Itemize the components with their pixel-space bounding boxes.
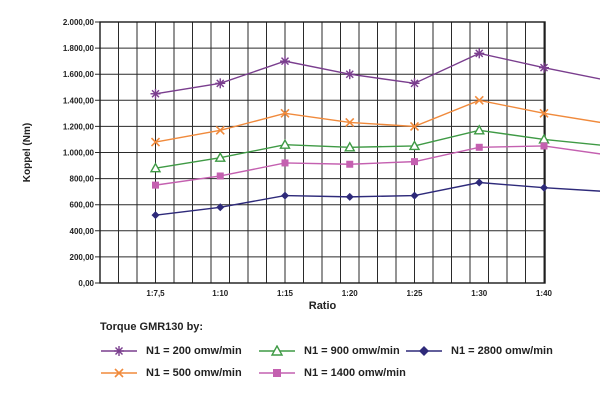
series-1-point-stroke — [345, 117, 355, 128]
series-0-point — [280, 56, 290, 67]
legend-label-900: N1 = 900 omw/min — [304, 345, 400, 357]
series-2-point — [473, 124, 485, 135]
x-axis-title: Ratio — [309, 300, 337, 312]
series-4-point — [410, 191, 419, 200]
legend-item-1400: N1 = 1400 omw/min — [258, 365, 406, 381]
series-4-point — [475, 178, 484, 187]
y-tick-label: 1.400,00 — [63, 96, 95, 105]
series-1-point — [150, 137, 161, 147]
legend-item-900: N1 = 900 omw/min — [258, 343, 400, 359]
y-tick-label: 1.600,00 — [63, 70, 95, 79]
series-2-point — [214, 151, 226, 162]
legend-label-200: N1 = 200 omw/min — [146, 345, 242, 357]
series-0-point-stroke — [151, 89, 160, 98]
series-3-point — [540, 142, 548, 150]
series-4-point — [281, 191, 289, 200]
series-3-point — [152, 181, 159, 189]
legend-label-500: N1 = 500 omw/min — [146, 367, 242, 379]
y-tick-label: 0,00 — [78, 279, 94, 288]
y-tick-label: 200,00 — [70, 253, 95, 262]
x-tick-label: 1:20 — [342, 289, 359, 298]
series-3-point — [475, 143, 483, 151]
legend-swatch-1400 — [259, 369, 295, 377]
series-2-point — [279, 138, 291, 149]
series-0-point — [150, 88, 161, 99]
series-0-point — [215, 78, 226, 89]
y-axis-title: Koppel (Nm) — [22, 123, 33, 182]
series-0-point — [539, 62, 549, 73]
x-tick-label: 1:40 — [536, 289, 553, 298]
series-0-point-stroke — [345, 70, 354, 79]
series-1-point-stroke — [150, 137, 161, 147]
y-tick-label: 800,00 — [70, 175, 95, 184]
x-tick-label: 1:15 — [277, 289, 294, 298]
series-0-point-stroke — [475, 49, 484, 58]
series-1-point — [215, 125, 225, 135]
series-1-point — [345, 117, 355, 128]
legend-swatch-900 — [259, 345, 295, 356]
series-3-point — [281, 159, 289, 167]
x-tick-label: 1:30 — [471, 289, 488, 298]
series-3-point — [216, 172, 224, 180]
series-4-point — [345, 192, 354, 201]
y-tick-label: 1.200,00 — [63, 122, 95, 131]
series-4-point — [151, 211, 160, 220]
series-0-point — [344, 69, 355, 80]
series-2-point — [408, 140, 421, 151]
series-2-point — [149, 162, 162, 173]
series-0-point — [474, 48, 485, 59]
series-1-point-stroke — [215, 125, 225, 135]
series-2-point — [344, 141, 356, 152]
series-1-point-stroke — [409, 121, 420, 131]
legend-label-1400: N1 = 1400 omw/min — [304, 367, 406, 379]
y-tick-label: 1.000,00 — [63, 149, 95, 158]
legend-swatch-500 — [101, 368, 137, 378]
series-1-point — [474, 95, 484, 105]
x-tick-label: 1:10 — [212, 289, 229, 298]
x-tick-label: 1:7,5 — [146, 289, 165, 298]
legend-item-2800: N1 = 2800 omw/min — [405, 343, 553, 359]
series-1-point-stroke — [280, 108, 290, 118]
y-tick-label: 1.800,00 — [63, 44, 95, 53]
series-0-point-stroke — [540, 63, 548, 72]
x-tick-label: 1:25 — [406, 289, 423, 298]
series-0-point-stroke — [410, 79, 419, 88]
plot-frame — [99, 21, 546, 284]
series-1-point — [280, 108, 290, 118]
legend-item-200: N1 = 200 omw/min — [100, 343, 242, 359]
series-4-point — [216, 203, 225, 212]
legend-label-2800: N1 = 2800 omw/min — [451, 345, 553, 357]
series-3-point — [346, 160, 354, 168]
series-0-point-stroke — [216, 79, 225, 88]
legend-item-500: N1 = 500 omw/min — [100, 365, 242, 381]
y-tick-label: 400,00 — [70, 227, 95, 236]
series-0-point-stroke — [281, 57, 289, 66]
series-3-point — [411, 158, 418, 166]
series-1-point — [539, 108, 549, 118]
y-tick-label: 600,00 — [70, 201, 95, 210]
legend-title: Torque GMR130 by: — [100, 321, 204, 333]
legend-swatch-2800 — [406, 346, 442, 356]
legend-swatch-200 — [101, 346, 137, 356]
series-4-point — [540, 183, 548, 192]
series-1-point-stroke — [474, 95, 484, 105]
series-0-point — [409, 78, 420, 89]
series-1-point-stroke — [539, 108, 549, 118]
series-1-point — [409, 121, 420, 131]
y-tick-label: 2.000,00 — [63, 18, 95, 27]
